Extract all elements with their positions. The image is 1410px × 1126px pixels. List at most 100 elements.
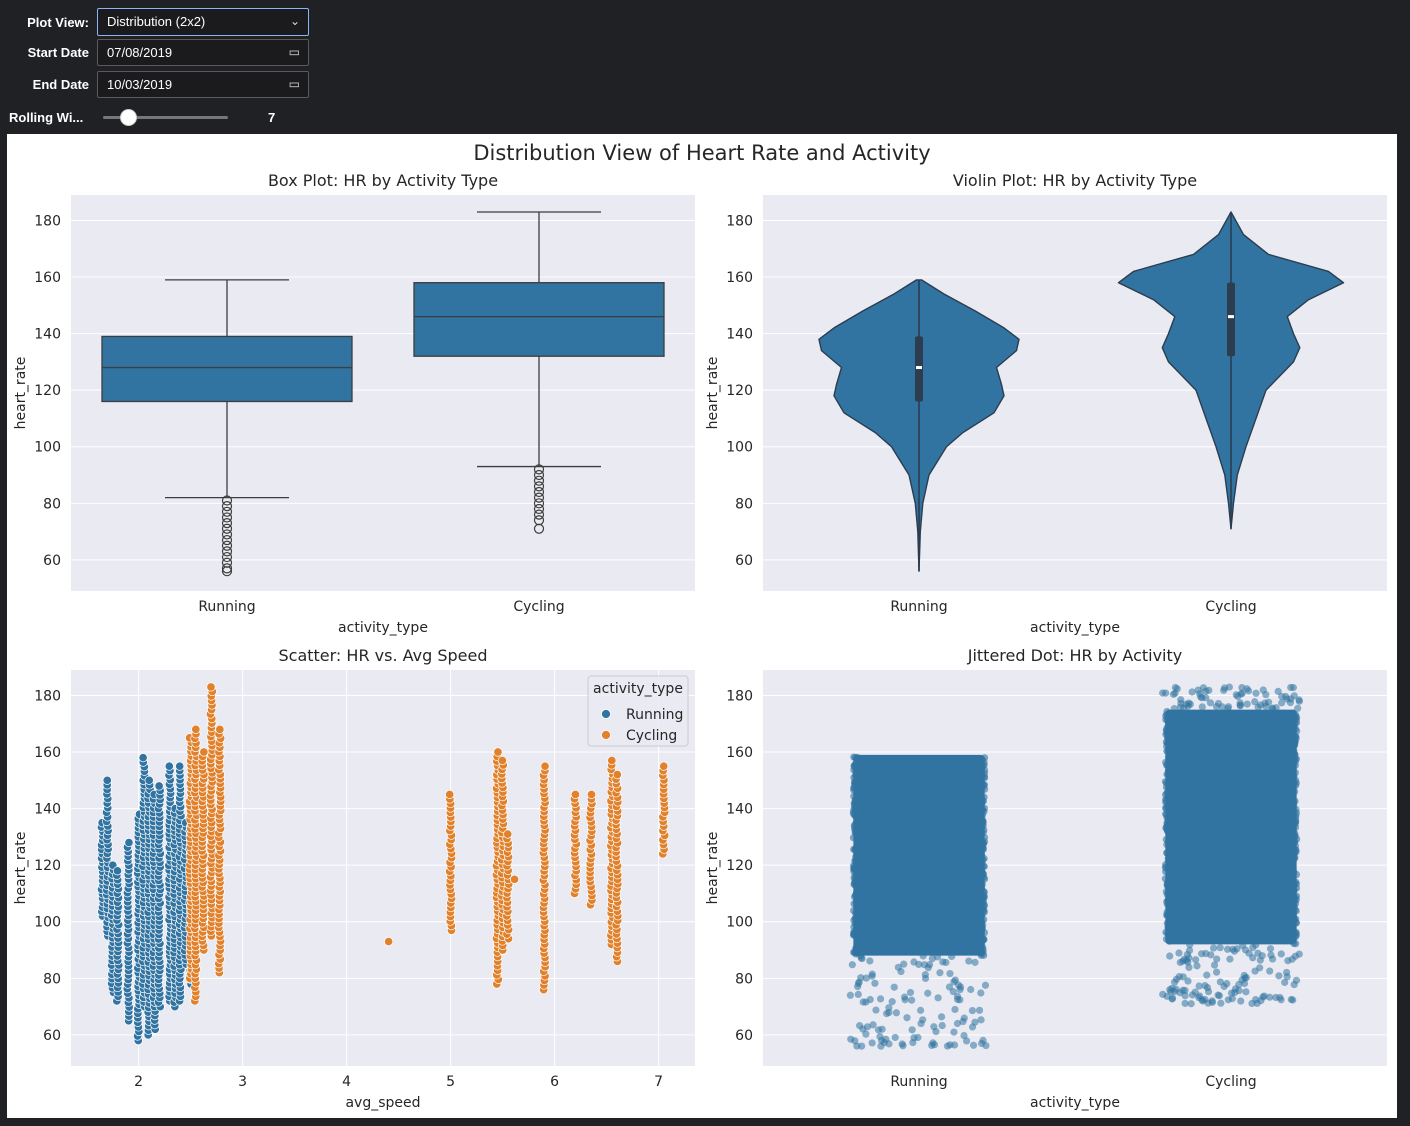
strip-point: [878, 1025, 886, 1033]
scatter-point-cycling: [607, 755, 617, 766]
scatter-point-cycling: [540, 761, 550, 771]
strip-point: [1249, 954, 1257, 962]
strip-point: [1291, 758, 1299, 766]
strip-point: [851, 781, 859, 789]
strip-point: [946, 969, 954, 978]
strip-point: [1287, 695, 1295, 703]
strip-point: [1162, 758, 1170, 766]
strip-point: [1159, 990, 1167, 998]
strip-point: [1163, 841, 1171, 849]
y-tick-label: 80: [735, 971, 753, 987]
strip-point: [852, 909, 860, 917]
strip-point: [1163, 707, 1171, 716]
outlier-point: [533, 509, 545, 520]
outlier-point: [221, 540, 233, 551]
strip-point: [852, 795, 860, 803]
strip-point: [1290, 916, 1299, 924]
strip-point: [928, 955, 936, 963]
strip-point: [978, 880, 986, 888]
chevron-down-icon: ⌄: [289, 14, 300, 28]
outlier-point: [221, 523, 233, 534]
plot-view-select[interactable]: Distribution (2x2) ⌄: [97, 8, 309, 36]
rolling-window-slider[interactable]: [103, 116, 228, 119]
strip-point: [1290, 801, 1298, 809]
strip-point: [1224, 996, 1232, 1004]
strip-point: [980, 833, 989, 842]
legend-marker-running: [601, 709, 611, 719]
strip-point: [1223, 945, 1232, 953]
strip-point: [979, 856, 987, 864]
strip-point: [853, 759, 861, 767]
strip-point: [1242, 988, 1250, 996]
strip-point: [965, 957, 973, 965]
strip-point: [980, 908, 988, 916]
strip-point: [1161, 778, 1170, 786]
strip-point: [920, 961, 928, 969]
strip-point: [1254, 949, 1262, 957]
strip-point: [1252, 689, 1260, 697]
x-axis-label: activity_type: [1030, 620, 1120, 636]
strip-point: [1193, 962, 1201, 970]
strip-point: [921, 974, 930, 983]
strip-point: [853, 753, 861, 761]
strip-point: [919, 952, 927, 960]
strip-point: [977, 756, 986, 764]
strip-point: [1164, 826, 1172, 835]
strip-point: [1251, 698, 1259, 706]
strip-point: [1266, 945, 1275, 953]
strip-point: [977, 1016, 985, 1024]
scatter-point-cycling: [191, 724, 201, 734]
strip-point: [853, 934, 861, 942]
scatter-point-cycling: [586, 789, 597, 800]
scatter-point-running: [112, 866, 122, 876]
calendar-icon[interactable]: ▭: [288, 77, 300, 91]
strip-point: [1291, 750, 1299, 759]
strip-point: [1209, 944, 1218, 952]
strip-point: [1164, 888, 1172, 896]
strip-point: [1187, 1000, 1195, 1008]
outlier-point: [221, 495, 233, 506]
outlier-point: [221, 563, 233, 574]
start-date-input[interactable]: 07/08/2019 ▭: [97, 39, 309, 66]
strip-point: [950, 1041, 959, 1049]
plot-view-label: Plot View:: [27, 15, 89, 30]
strip-point: [891, 1033, 899, 1042]
y-axis-label: heart_rate: [13, 832, 29, 905]
strip-point: [1235, 980, 1243, 989]
strip-point: [980, 935, 988, 944]
strip-point: [1168, 984, 1176, 992]
strip-point: [1216, 944, 1224, 952]
strip-point: [1241, 946, 1250, 954]
strip-point: [1165, 750, 1173, 758]
strip-point: [962, 1037, 971, 1045]
strip-point: [871, 979, 879, 987]
strip-point: [851, 1037, 859, 1045]
x-tick-label: Running: [890, 599, 947, 615]
strip-point: [1295, 950, 1303, 958]
scatter-point-cycling: [509, 874, 520, 884]
outlier-point: [533, 503, 545, 515]
x-tick-label: 6: [550, 1074, 559, 1090]
strip-point: [1165, 937, 1173, 945]
strip-point: [862, 998, 870, 1006]
calendar-icon[interactable]: ▭: [288, 45, 300, 59]
outlier-point: [221, 546, 233, 557]
outlier-point: [533, 481, 545, 492]
strip-point: [1283, 973, 1291, 981]
strip-point: [978, 816, 986, 824]
x-tick-label: Cycling: [1205, 599, 1256, 615]
strip-point: [1290, 819, 1299, 827]
strip-point: [1248, 999, 1256, 1008]
strip-point: [1179, 973, 1187, 981]
slider-handle[interactable]: [120, 109, 137, 126]
strip-point: [868, 1039, 876, 1047]
strip-point: [978, 843, 987, 851]
chart-title: Violin Plot: HR by Activity Type: [953, 171, 1197, 190]
strip-point: [1176, 958, 1184, 967]
rolling-window-value: 7: [268, 110, 276, 125]
strip-point: [853, 899, 861, 907]
strip-point: [1294, 704, 1302, 712]
strip-point: [866, 957, 874, 965]
strip-point: [938, 1021, 946, 1030]
end-date-input[interactable]: 10/03/2019 ▭: [97, 71, 309, 98]
